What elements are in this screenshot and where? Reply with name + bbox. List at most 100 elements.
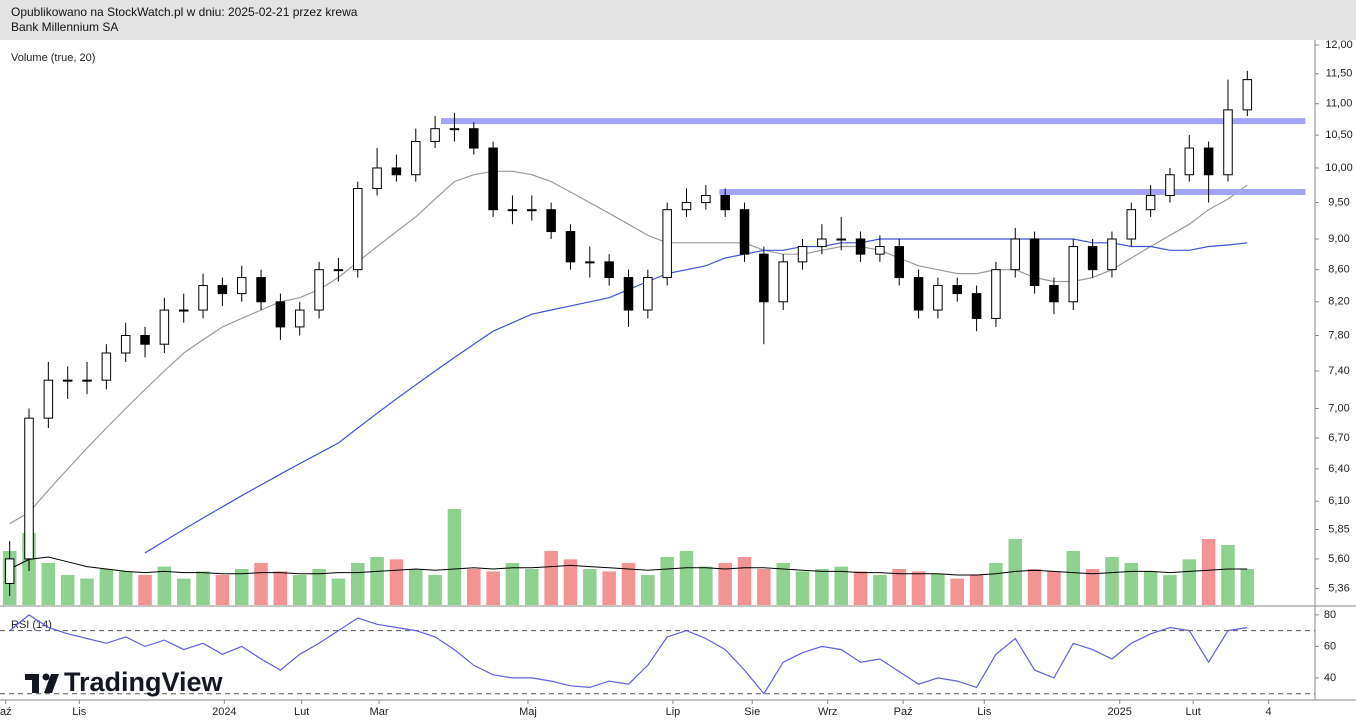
x-tick-label: Maj xyxy=(519,706,537,718)
volume-bar xyxy=(428,575,442,605)
volume-bar xyxy=(989,563,1003,605)
candle-body xyxy=(585,261,595,264)
candle-body xyxy=(353,188,363,271)
candle-body xyxy=(178,309,189,312)
volume-bar xyxy=(80,578,94,605)
x-tick-label: 4 xyxy=(1266,706,1272,718)
y-tick-label: 11,00 xyxy=(1326,98,1353,110)
volume-bar xyxy=(699,566,713,605)
header-bar xyxy=(0,0,1356,40)
x-tick-label: Wrz xyxy=(818,706,837,718)
candle-body xyxy=(101,352,112,381)
header-line: Bank Millennium SA xyxy=(11,20,118,34)
candle-body xyxy=(1165,174,1175,196)
y-tick-label: 5,60 xyxy=(1328,553,1349,565)
x-tick-label: Mar xyxy=(370,706,389,718)
candle-body xyxy=(1126,209,1137,240)
volume-bar xyxy=(621,563,636,605)
volume-bar xyxy=(931,573,945,605)
candle-body xyxy=(991,269,1001,319)
y-tick-label: 6,40 xyxy=(1328,463,1349,475)
volume-bar xyxy=(254,563,268,605)
candle-body xyxy=(120,334,131,354)
y-tick-label: 11,50 xyxy=(1326,68,1353,80)
volume-bar xyxy=(1182,559,1197,605)
header-line: Opublikowano na StockWatch.pl w dniu: 20… xyxy=(11,5,358,19)
x-tick-label: Lis xyxy=(72,706,87,718)
volume-bar xyxy=(544,551,558,605)
volume-bar xyxy=(312,569,326,605)
candle-body xyxy=(546,209,556,233)
volume-bar xyxy=(234,569,249,605)
rsi-tick-label: 80 xyxy=(1324,609,1336,621)
volume-bar xyxy=(583,569,597,605)
x-tick-label: 2024 xyxy=(212,706,236,718)
volume-bar xyxy=(737,557,752,605)
volume-bar xyxy=(1085,569,1100,605)
candle-body xyxy=(1242,79,1253,111)
candle-body xyxy=(24,417,34,560)
candle-body xyxy=(894,246,904,279)
volume-bar xyxy=(157,566,172,605)
candle-body xyxy=(198,285,208,311)
x-tick-label: Lip xyxy=(666,706,681,718)
volume-bar xyxy=(467,569,481,605)
candle-body xyxy=(952,285,962,295)
volume-bar xyxy=(505,563,520,605)
volume-bar xyxy=(815,569,829,605)
candle-body xyxy=(1107,238,1117,271)
rsi-tick-label: 40 xyxy=(1324,672,1336,684)
volume-bar xyxy=(1221,545,1235,605)
candle-body xyxy=(333,269,344,272)
logo-text: TradingView xyxy=(64,667,224,697)
volume-bar xyxy=(969,575,984,605)
candle-body xyxy=(236,277,247,295)
x-tick-label: Lis xyxy=(977,706,992,718)
volume-bar xyxy=(1163,575,1177,605)
volume-bar xyxy=(350,563,365,605)
volume-ma-line xyxy=(9,556,1248,576)
volume-bar xyxy=(60,575,75,605)
candle-body xyxy=(411,141,421,176)
volume-bar xyxy=(1105,557,1119,605)
volume-bar xyxy=(776,563,790,605)
candle-body xyxy=(1010,238,1021,271)
candle-body xyxy=(372,167,382,190)
y-tick-label: 7,00 xyxy=(1328,402,1349,414)
volume-bar xyxy=(273,571,288,605)
y-tick-label: 8,60 xyxy=(1328,264,1349,276)
candle-body xyxy=(662,209,672,279)
candle-body xyxy=(294,309,305,328)
candle-body xyxy=(913,277,924,311)
rsi-line xyxy=(9,614,1248,695)
y-tick-label: 5,36 xyxy=(1328,582,1349,594)
volume-legend: Volume (true, 20) xyxy=(11,52,95,64)
volume-bar xyxy=(215,575,230,605)
candle-body xyxy=(1145,194,1156,211)
y-tick-label: 9,50 xyxy=(1328,196,1349,208)
logo-icon xyxy=(32,674,39,693)
moving-average-line xyxy=(144,238,1248,554)
candle-body xyxy=(449,128,460,131)
volume-bar xyxy=(1008,539,1023,605)
volume-bar xyxy=(196,571,210,605)
candle-body xyxy=(1049,285,1059,303)
volume-bar xyxy=(563,559,578,605)
candle-body xyxy=(1068,246,1079,303)
x-tick-label: Paź xyxy=(894,706,913,718)
candle-body xyxy=(739,209,750,255)
y-tick-label: 7,80 xyxy=(1328,329,1349,341)
volume-bar xyxy=(679,551,694,605)
candle-body xyxy=(836,238,846,241)
candle-body xyxy=(1029,238,1040,287)
volume-bar xyxy=(950,578,965,605)
candle-body xyxy=(933,285,943,311)
y-tick-label: 9,00 xyxy=(1328,233,1349,245)
candle-body xyxy=(875,246,885,255)
volume-bar xyxy=(292,575,307,605)
volume-bar xyxy=(1240,569,1255,605)
candle-body xyxy=(1087,246,1098,271)
y-tick-label: 12,00 xyxy=(1325,39,1353,51)
candle-body xyxy=(778,261,788,303)
volume-bar xyxy=(795,571,810,605)
